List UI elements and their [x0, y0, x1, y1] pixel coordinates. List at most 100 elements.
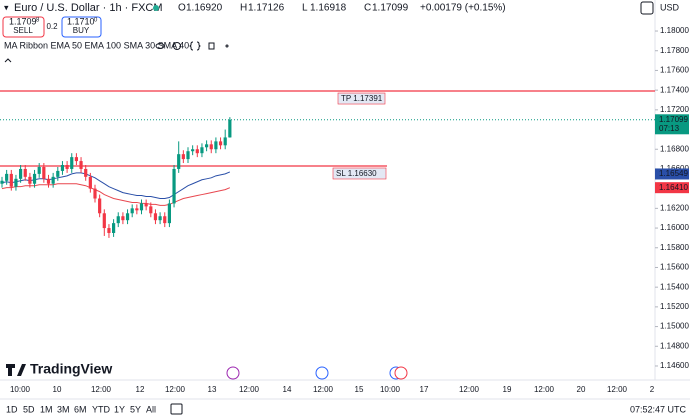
candle-body	[60, 165, 65, 171]
x-tick-label: 15	[355, 385, 364, 394]
more-icon[interactable]	[225, 44, 229, 48]
candle-body	[37, 166, 41, 174]
range-button[interactable]: All	[146, 404, 156, 414]
brand-logo	[6, 364, 26, 376]
candle-body	[79, 161, 83, 169]
events	[226, 366, 408, 380]
range-button[interactable]: 6M	[74, 404, 87, 414]
sell-button[interactable]	[2, 16, 45, 38]
x-tick-label: 14	[283, 385, 292, 394]
y-tick-label: 1.17400	[660, 85, 689, 94]
candle-body	[46, 178, 51, 184]
candle-body	[70, 157, 74, 169]
x-tick-label: 20	[577, 385, 586, 394]
eye-icon[interactable]	[155, 43, 165, 49]
candle-body	[14, 178, 18, 187]
ma-line	[1, 171, 231, 200]
y-tick-label: 1.15600	[660, 263, 689, 272]
price-label: 1.16549	[659, 169, 688, 178]
range-button[interactable]: 1M	[40, 404, 53, 414]
ohlc: O 1.16920 H 1.17126 L 1.16918 C 1.17099	[178, 3, 409, 14]
range-bar: 1D 5D 1M 3M 6M YTD 1Y 5Y All	[6, 404, 156, 414]
spread: 0.2	[46, 22, 58, 31]
buy-label: BUY	[73, 26, 90, 35]
candle-body	[32, 173, 37, 184]
candle-body	[153, 213, 158, 221]
ohlc-value: 1.17126	[248, 3, 285, 14]
lock-icon[interactable]	[640, 1, 654, 15]
candle-body	[125, 213, 130, 221]
ohlc-key: H	[240, 3, 247, 14]
candle-body	[130, 208, 134, 214]
y-tick-label: 1.14800	[660, 341, 689, 350]
ma-line	[1, 183, 231, 206]
source-icon[interactable]	[189, 41, 201, 51]
range-button[interactable]: 1D	[6, 404, 18, 414]
candle-body	[195, 149, 199, 154]
range-button[interactable]: 3M	[57, 404, 70, 414]
buy-price-sup: 0	[94, 18, 98, 24]
collapse-legend[interactable]	[4, 58, 12, 63]
range-button[interactable]: 1Y	[114, 404, 125, 414]
sell-price-sup: 8	[36, 18, 40, 24]
y-tick-label: 1.15000	[660, 322, 689, 331]
candle-body	[172, 168, 176, 204]
buy-button[interactable]	[61, 16, 102, 38]
candle-body	[23, 168, 27, 177]
event-marker[interactable]	[226, 366, 240, 380]
settings-icon[interactable]	[173, 42, 181, 50]
y-tick-label: 1.17600	[660, 66, 689, 75]
indicator-legend: MA Ribbon EMA 50 EMA 100 SMA 30 SMA 40	[4, 40, 189, 50]
range-button[interactable]: YTD	[92, 404, 111, 414]
ohlc-key: L	[302, 3, 308, 14]
range-button[interactable]: 5Y	[130, 404, 141, 414]
price-label-box	[655, 168, 689, 180]
brand-name: TradingView	[30, 361, 112, 377]
order-label: SL 1.16630	[336, 169, 377, 178]
event-marker[interactable]	[394, 366, 408, 380]
candle-body	[177, 154, 181, 169]
candle-body	[205, 144, 209, 148]
x-tick-label: 12:00	[534, 385, 555, 394]
candle-body	[121, 216, 125, 221]
x-tick-label: 12	[136, 385, 145, 394]
range-button[interactable]: 5D	[23, 404, 35, 414]
plot: 1.14600 1.14800 1.15000 1.15200 1.15400 1.156…	[0, 26, 689, 394]
x-tick-label: 12:00	[91, 385, 112, 394]
collapse-icon[interactable]: ▾	[4, 2, 9, 12]
candle-body	[144, 203, 148, 207]
y-tick-label: 1.15800	[660, 243, 689, 252]
order-label-box	[332, 167, 387, 180]
price-label: 1.17099	[659, 115, 688, 124]
candle-body	[218, 141, 223, 146]
candle-body	[93, 188, 97, 199]
delete-icon[interactable]	[208, 42, 215, 50]
market-status	[153, 5, 159, 11]
x-tick-label: 17	[420, 385, 429, 394]
candle-body	[56, 170, 60, 177]
price-label-box	[655, 114, 689, 135]
y-tick-label: 1.14600	[660, 361, 689, 370]
candle-body	[74, 157, 78, 162]
candle-body	[223, 137, 227, 146]
indicator-tools	[4, 41, 229, 63]
x-tick-label: 10:00	[380, 385, 401, 394]
calendar-icon[interactable]	[170, 403, 183, 415]
candle-body	[191, 149, 195, 152]
price-label-time: 07:13	[659, 124, 680, 133]
candle-body	[116, 216, 120, 224]
x-tick-label: 2	[650, 385, 655, 394]
x-tick-label: 19	[503, 385, 512, 394]
candle-body	[88, 176, 92, 189]
candle-body	[209, 144, 213, 150]
candle-body	[112, 223, 116, 233]
x-tick-label: 12:00	[607, 385, 628, 394]
event-marker[interactable]	[315, 366, 329, 380]
candle-body	[98, 198, 102, 214]
x-tick-label: 12:00	[313, 385, 334, 394]
candle-body	[42, 166, 46, 179]
candle-body	[181, 154, 185, 160]
y-tick-label: 1.16000	[660, 223, 689, 232]
